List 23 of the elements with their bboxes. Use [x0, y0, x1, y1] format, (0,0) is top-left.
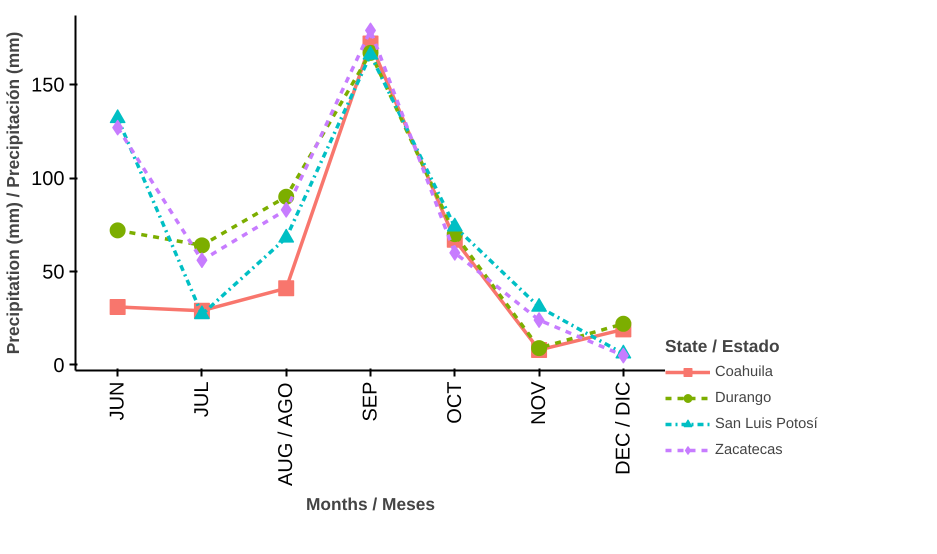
point: [110, 222, 126, 238]
y-tick-label: 150: [31, 74, 65, 97]
legend-label: San Luis Potosí: [715, 416, 818, 432]
legend-title: State / Estado: [665, 336, 781, 357]
point: [615, 316, 632, 332]
x-tick-label: JUN: [106, 381, 129, 420]
legend-label: Coahuila: [715, 364, 773, 380]
y-axis-title: Precipitation (mm) / Precipitación (mm): [3, 32, 24, 354]
y-tick-label: 50: [42, 261, 65, 284]
x-tick-label: DEC / DIC: [612, 381, 634, 475]
x-tick-label: AUG / AGO: [275, 382, 298, 486]
legend-label: Durango: [715, 390, 772, 406]
x-axis-title: Months / Meses: [306, 494, 436, 514]
x-tick-label: JUL: [190, 381, 213, 418]
point: [194, 237, 210, 254]
x-tick-label: NOV: [528, 380, 550, 425]
point: [278, 280, 294, 296]
x-tick-label: OCT: [444, 382, 466, 424]
y-tick-label: 100: [31, 168, 65, 190]
legend-label: Zacatecas: [715, 442, 783, 458]
x-tick-label: SEP: [360, 381, 382, 422]
point: [110, 298, 126, 315]
y-tick-label: 0: [53, 354, 64, 377]
